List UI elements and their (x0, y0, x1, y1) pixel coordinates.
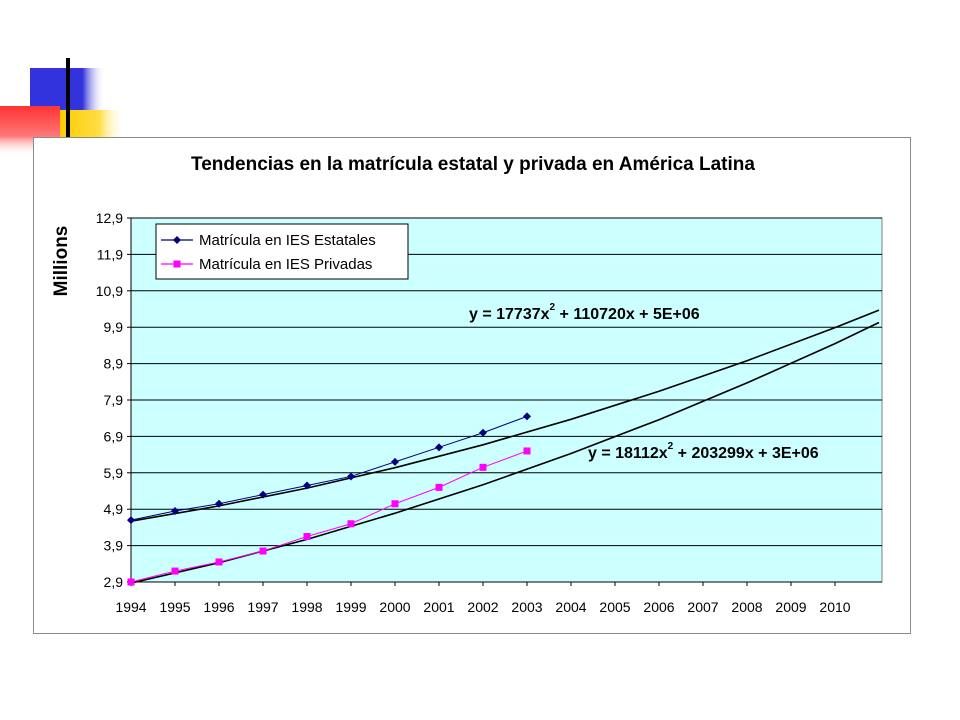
data-point-privadas (523, 447, 531, 455)
plot-area: 2,9 3,9 4,9 5,9 6,9 7,9 8,9 9,9 10,9 11,9 12,9 1994… (96, 210, 883, 615)
data-point-privadas (259, 547, 267, 555)
y-tick-label: 6,9 (104, 428, 124, 444)
x-tick-label: 1999 (335, 599, 366, 615)
trendline-equation: y = 17737x2 + 110720x + 5E+06 (469, 302, 700, 323)
data-point-privadas (127, 578, 135, 586)
legend-box (155, 223, 409, 280)
data-point-estatales (171, 507, 179, 516)
data-point-estatales (479, 428, 487, 437)
x-tick-label: 2005 (599, 599, 630, 615)
y-tick-label: 7,9 (104, 392, 124, 408)
data-point-estatales (127, 516, 135, 525)
legend-marker-square (173, 260, 181, 268)
data-point-estatales (215, 499, 223, 508)
slide-decoration (0, 58, 125, 156)
x-tick-label: 2008 (731, 599, 762, 615)
x-tick-label: 1997 (247, 599, 278, 615)
y-tick-label: 9,9 (104, 319, 124, 335)
data-point-estatales (391, 457, 399, 466)
x-tick-label: 2006 (643, 599, 674, 615)
y-tick-label: 11,9 (97, 246, 123, 262)
chart: Tendencias en la matrícula estatal y pri… (51, 154, 883, 615)
x-tick-label: 2000 (379, 599, 410, 615)
y-tick-label: 5,9 (104, 465, 124, 481)
x-tick-label: 2009 (775, 599, 806, 615)
x-tick-label: 2010 (819, 599, 850, 615)
x-tick-label: 2007 (687, 599, 718, 615)
y-tick-label: 12,9 (96, 210, 123, 226)
x-tick-label: 2002 (467, 599, 498, 615)
data-point-privadas (303, 533, 311, 540)
y-tick-label: 10,9 (96, 283, 123, 299)
x-tick-label: 2004 (555, 599, 586, 615)
x-tick-label: 2003 (511, 599, 542, 615)
series-line (130, 450, 528, 583)
x-tick-label: 1996 (203, 599, 234, 615)
legend-marker-diamond (173, 236, 181, 244)
data-point-privadas (435, 483, 443, 491)
x-tick-label: 1994 (115, 599, 146, 615)
legend-label: Matrícula en IES Estatales (199, 232, 376, 249)
x-tick-label: 2001 (423, 599, 454, 615)
x-tick-label: 1998 (291, 599, 322, 615)
series-line (130, 415, 528, 521)
vertical-line-decoration (66, 58, 70, 138)
chart-title: Tendencias en la matrícula estatal y pri… (191, 154, 755, 175)
data-point-estatales (435, 443, 443, 452)
y-tick-label: 8,9 (104, 356, 124, 372)
data-point-privadas (171, 567, 179, 575)
x-tick-label: 1995 (159, 599, 190, 615)
data-point-privadas (391, 500, 399, 508)
data-point-estatales (523, 412, 531, 421)
data-point-privadas (479, 463, 487, 471)
data-point-privadas (347, 520, 355, 528)
y-tick-label: 4,9 (104, 501, 124, 517)
data-point-privadas (215, 558, 223, 566)
data-point-estatales (347, 472, 355, 481)
data-point-estatales (259, 490, 267, 499)
data-point-estatales (303, 481, 311, 490)
legend-label: Matrícula en IES Privadas (199, 256, 372, 273)
y-axis-label: Millions (51, 226, 72, 297)
y-tick-label: 3,9 (104, 538, 124, 554)
trendline-equation: y = 18112x2 + 203299x + 3E+06 (588, 441, 819, 462)
y-tick-label: 2,9 (104, 574, 124, 590)
